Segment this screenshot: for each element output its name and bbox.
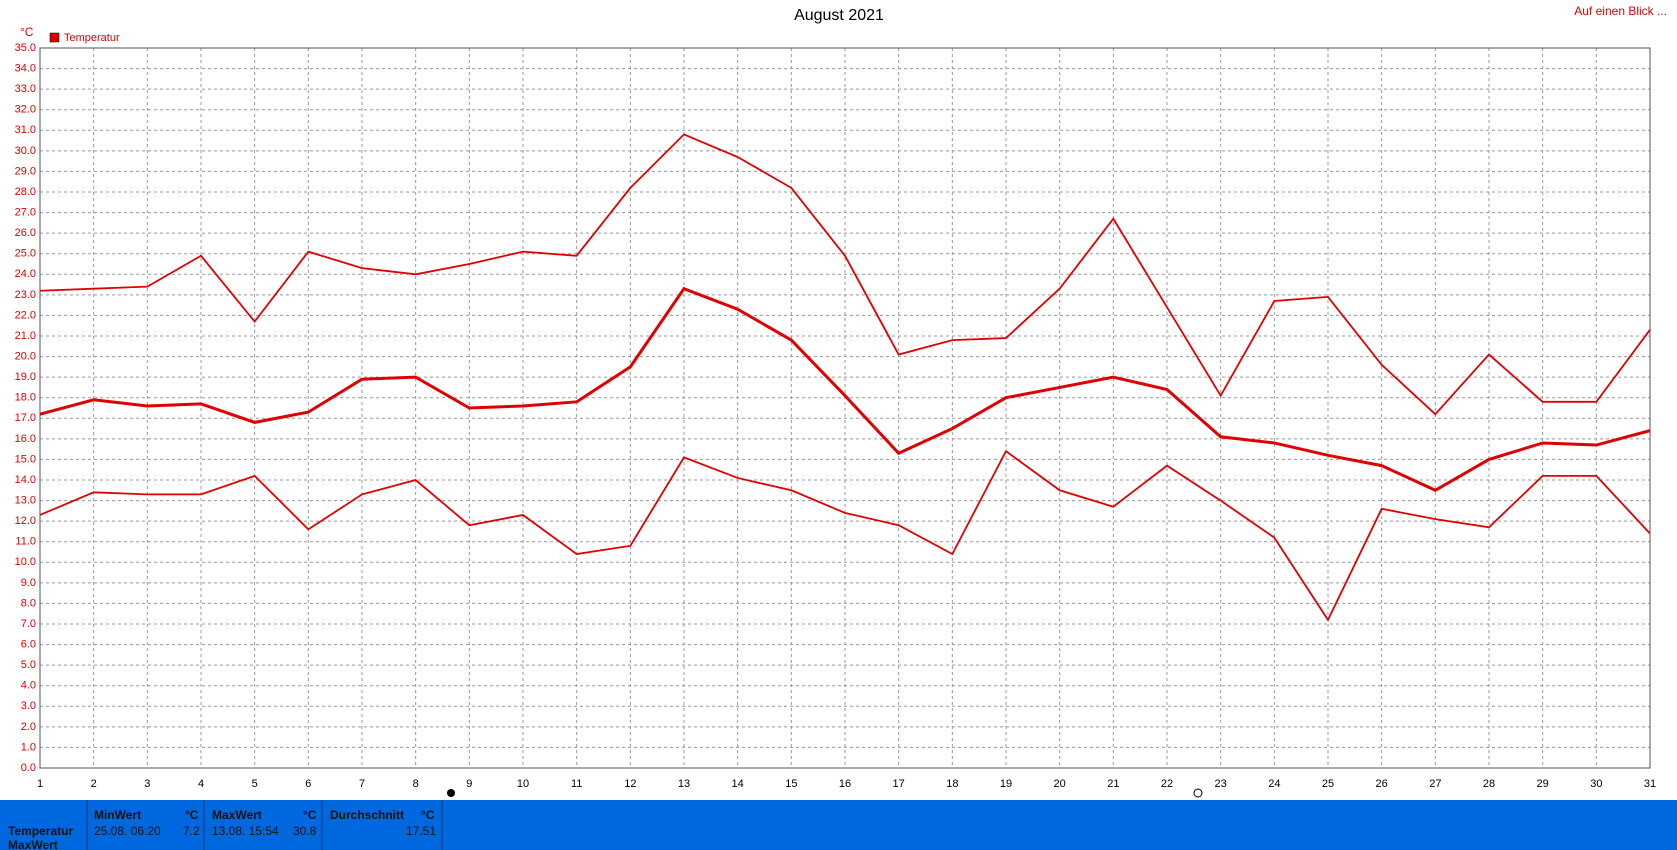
y-tick-label: 29.0 — [15, 165, 36, 177]
x-tick-label: 26 — [1376, 778, 1388, 790]
x-tick-label: 21 — [1107, 778, 1119, 790]
overview-link[interactable]: Auf einen Blick ... — [1574, 4, 1667, 18]
max-label: MaxWert — [212, 808, 262, 822]
y-tick-label: 13.0 — [15, 494, 36, 506]
legend-label: Temperatur — [64, 32, 120, 44]
x-tick-label: 4 — [198, 778, 204, 790]
y-tick-label: 11.0 — [15, 536, 36, 548]
y-tick-label: 9.0 — [21, 577, 36, 589]
min-value: 7.2 — [183, 824, 200, 838]
y-tick-label: 12.0 — [15, 515, 36, 527]
y-tick-label: 17.0 — [15, 412, 36, 424]
series-line — [39, 133, 1651, 416]
unit: °C — [185, 808, 199, 822]
y-tick-label: 33.0 — [15, 83, 36, 95]
y-tick-label: 30.0 — [15, 145, 36, 157]
y-unit: °C — [20, 25, 34, 39]
x-tick-label: 10 — [517, 778, 529, 790]
y-tick-label: 35.0 — [15, 42, 36, 54]
x-tick-label: 18 — [946, 778, 958, 790]
min-time: 25.08. 06:20 — [94, 824, 161, 838]
x-tick-label: 7 — [359, 778, 365, 790]
unit: °C — [303, 808, 317, 822]
row-label: Temperatur — [8, 824, 74, 838]
x-tick-label: 11 — [571, 778, 582, 790]
y-tick-label: 31.0 — [15, 124, 36, 136]
y-tick-label: 21.0 — [15, 330, 36, 342]
y-tick-label: 14.0 — [15, 474, 36, 486]
y-tick-label: 20.0 — [15, 350, 36, 362]
x-tick-label: 20 — [1054, 778, 1066, 790]
max-time: 13.08. 15:54 — [212, 824, 279, 838]
series-line — [39, 286, 1651, 492]
summary-panel: Temperatur MaxWert MinWert °C 25.08. 06:… — [0, 800, 1677, 850]
y-tick-label: 22.0 — [15, 309, 36, 321]
cell — [321, 800, 443, 850]
y-tick-label: 32.0 — [15, 104, 36, 116]
y-tick-label: 5.0 — [21, 659, 36, 671]
y-tick-label: 2.0 — [21, 721, 36, 733]
x-tick-label: 27 — [1429, 778, 1441, 790]
x-tick-label: 28 — [1483, 778, 1495, 790]
chart: August 2021 Auf einen Blick ... °C 0.0 1.… — [15, 4, 1667, 798]
x-tick-label: 31 — [1644, 778, 1656, 790]
y-tick-label: 27.0 — [15, 206, 36, 218]
x-tick-label: 24 — [1268, 778, 1280, 790]
y-tick-label: 15.0 — [15, 453, 36, 465]
y-tick-label: 0.0 — [21, 762, 36, 774]
x-tick-label: 15 — [785, 778, 797, 790]
x-tick-label: 2 — [91, 778, 97, 790]
x-tick-label: 23 — [1215, 778, 1227, 790]
y-tick-label: 28.0 — [15, 186, 36, 198]
unit: °C — [421, 808, 435, 822]
x-tick-label: 3 — [144, 778, 150, 790]
y-tick-label: 3.0 — [21, 700, 36, 712]
x-tick-label: 22 — [1161, 778, 1173, 790]
y-tick-label: 8.0 — [21, 597, 36, 609]
marker-max — [1193, 788, 1203, 798]
series-line — [39, 449, 1651, 622]
y-tick-label: 16.0 — [15, 433, 36, 445]
x-tick-label: 29 — [1537, 778, 1549, 790]
x-tick-label: 14 — [732, 778, 744, 790]
chart-title: August 2021 — [794, 7, 884, 24]
y-tick-label: 10.0 — [15, 556, 36, 568]
y-tick-label: 6.0 — [21, 638, 36, 650]
y-tick-label: 7.0 — [21, 618, 36, 630]
y-tick-label: 1.0 — [21, 741, 36, 753]
x-tick-label: 5 — [252, 778, 258, 790]
x-tick-label: 30 — [1590, 778, 1602, 790]
x-tick-label: 19 — [1000, 778, 1012, 790]
marker-min — [447, 789, 455, 797]
x-tick-label: 8 — [413, 778, 419, 790]
y-tick-label: 25.0 — [15, 248, 36, 260]
x-tick-label: 12 — [624, 778, 636, 790]
x-tick-label: 16 — [839, 778, 851, 790]
y-tick-label: 26.0 — [15, 227, 36, 239]
y-tick-label: 34.0 — [15, 62, 36, 74]
avg-label: Durchschnitt — [330, 808, 405, 822]
x-tick-label: 9 — [466, 778, 472, 790]
y-tick-label: 24.0 — [15, 268, 36, 280]
row-label: MaxWert — [8, 838, 58, 850]
x-tick-label: 17 — [893, 778, 905, 790]
min-label: MinWert — [94, 808, 142, 822]
x-tick-label: 25 — [1322, 778, 1334, 790]
max-value: 30.8 — [293, 824, 317, 838]
y-tick-label: 18.0 — [15, 392, 36, 404]
y-tick-label: 19.0 — [15, 371, 36, 383]
y-tick-label: 23.0 — [15, 289, 36, 301]
plot-frame — [39, 47, 1651, 769]
x-tick-label: 6 — [305, 778, 311, 790]
x-tick-label: 13 — [678, 778, 690, 790]
avg-value: 17.51 — [406, 824, 437, 838]
y-tick-label: 4.0 — [21, 680, 36, 692]
legend-swatch — [49, 32, 60, 43]
x-tick-label: 1 — [37, 778, 43, 790]
